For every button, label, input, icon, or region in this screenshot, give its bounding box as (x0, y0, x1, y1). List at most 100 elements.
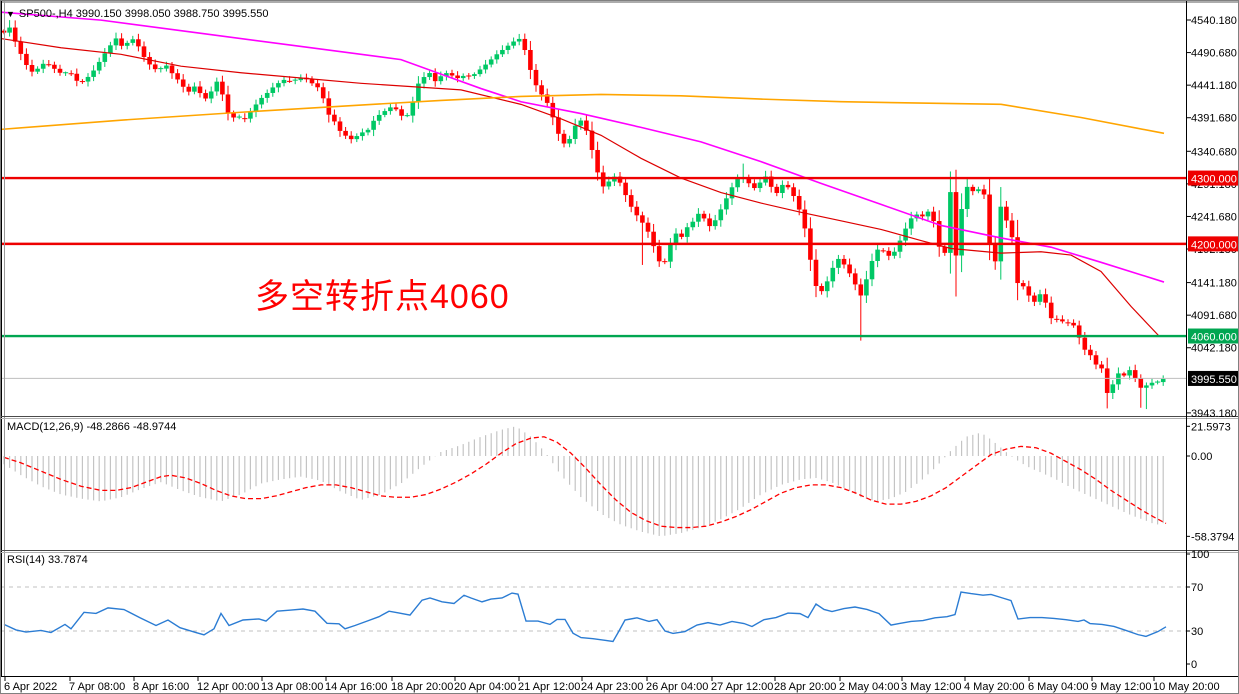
candle-body (656, 246, 662, 262)
candle-body (836, 258, 841, 268)
candle-body (500, 49, 505, 55)
candle-body (281, 79, 287, 84)
candle-body (18, 41, 24, 54)
candle-body (119, 38, 124, 46)
candle-body (505, 45, 511, 50)
time-axis-label: 13 Apr 08:00 (261, 681, 323, 693)
candle-body (1071, 322, 1076, 326)
candle-body (908, 218, 914, 229)
time-axis-label: 28 Apr 20:00 (774, 681, 836, 693)
candle-body (477, 69, 483, 75)
candle-body (651, 231, 656, 247)
candle-body (57, 68, 63, 73)
candle-body (595, 149, 600, 173)
candle-body (388, 107, 393, 112)
candle-body (85, 76, 91, 82)
candle-body (600, 172, 606, 187)
candle-body (197, 86, 203, 94)
candle-body (1032, 295, 1037, 302)
candle-body (483, 64, 488, 70)
candle-body (869, 260, 875, 280)
level-price-badge: 4060.000 (1191, 332, 1237, 344)
candle-body (701, 213, 707, 219)
candle-body (270, 87, 276, 93)
candle-body (203, 93, 208, 99)
candle-body (796, 196, 802, 210)
candle-body (539, 85, 544, 95)
price-axis-label: 4340.680 (1191, 146, 1237, 158)
time-axis-label: 20 Apr 04:00 (454, 681, 516, 693)
candle-body (96, 61, 102, 71)
price-axis-label: 4241.680 (1191, 211, 1237, 223)
candle-body (628, 195, 634, 207)
candle-body (774, 186, 780, 193)
candle-body (964, 186, 970, 209)
candle-body (365, 129, 371, 133)
candle-body (1104, 368, 1110, 393)
candle-body (780, 184, 785, 193)
candle-body (348, 135, 354, 140)
candle-body (264, 92, 270, 98)
macd-axis-label: 21.5973 (1191, 421, 1231, 433)
candle-body (152, 64, 158, 70)
candle-body (130, 39, 136, 43)
time-axis-label: 27 Apr 12:00 (711, 681, 773, 693)
ma-slow-magenta (1, 11, 1165, 283)
candle-body (416, 83, 421, 102)
candle-body (712, 220, 718, 227)
candle-body (225, 94, 231, 114)
candle-body (813, 259, 819, 287)
candle-body (791, 187, 796, 197)
candle-body (925, 211, 931, 217)
candle-body (841, 258, 847, 265)
level-price-badge-bg (1188, 328, 1238, 344)
candle-body (343, 130, 348, 136)
candle-body (679, 233, 684, 237)
candle-body (550, 102, 556, 118)
macd-signal-line (3, 436, 1167, 529)
candle-body (186, 86, 192, 92)
candle-body (35, 68, 40, 72)
candle-body (91, 70, 96, 77)
candle-body (584, 120, 589, 131)
candle-body (729, 187, 735, 199)
candle-body (220, 81, 225, 95)
candle-body (572, 125, 578, 139)
macd-indicator-label: MACD(12,26,9) -48.2866 -48.9744 (7, 421, 177, 433)
candle-body (208, 91, 214, 99)
candle-body (852, 273, 858, 285)
candle-body (175, 73, 180, 80)
candle-body (578, 120, 584, 126)
candle-body (735, 179, 740, 188)
macd-axis-label: 0.00 (1191, 451, 1212, 463)
rsi-line (3, 591, 1167, 643)
candle-body (819, 286, 824, 292)
time-axis-label: 3 May 12:00 (901, 681, 962, 693)
candle-body (724, 198, 729, 210)
candle-body (953, 192, 959, 256)
candle-body (29, 65, 35, 72)
candle-body (752, 183, 757, 189)
candle-body (438, 76, 444, 82)
ma-long-orange (1, 93, 1165, 135)
time-axis-label: 10 May 20:00 (1153, 681, 1220, 693)
candle-body (360, 132, 365, 137)
candle-body (40, 63, 46, 69)
symbol-dropdown-icon[interactable]: ▼ (6, 8, 15, 19)
candle-body (942, 246, 948, 253)
candle-body (214, 81, 220, 92)
candle-body (147, 56, 152, 65)
candle-body (141, 46, 147, 57)
candle-body (556, 117, 561, 134)
candle-body (494, 54, 500, 60)
candle-body (276, 83, 281, 88)
candle-body (757, 182, 763, 189)
candle-body (690, 221, 696, 228)
current-price-badge: 3995.550 (1191, 374, 1237, 386)
candle-body (987, 194, 992, 244)
candle-body (1093, 355, 1099, 365)
candle-body (516, 38, 522, 42)
candle-body (410, 101, 416, 116)
